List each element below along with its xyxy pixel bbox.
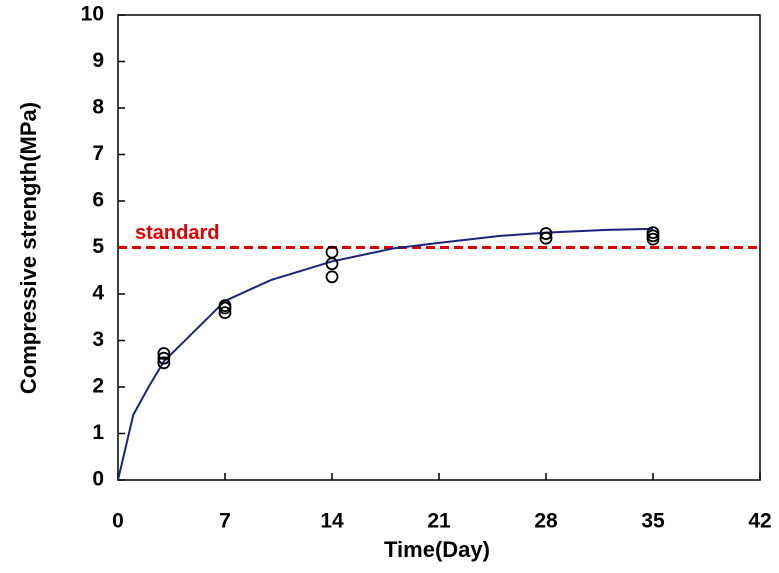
fit-curve <box>117 227 654 481</box>
y-tick-label: 9 <box>92 49 104 72</box>
data-point <box>539 227 553 240</box>
data-point <box>646 232 660 246</box>
y-tick-label: 4 <box>92 282 104 305</box>
x-tick-label: 7 <box>219 510 231 533</box>
reference-label: standard <box>135 222 219 244</box>
y-tick-label: 5 <box>92 235 104 258</box>
x-tick-label: 0 <box>112 510 124 533</box>
x-tick-label: 14 <box>320 510 344 533</box>
data-point <box>539 231 553 245</box>
y-tick-label: 3 <box>92 328 104 351</box>
y-tick-label: 1 <box>92 421 104 444</box>
y-tick-label: 0 <box>92 468 104 491</box>
x-tick-label: 35 <box>641 510 665 533</box>
data-point <box>157 351 171 365</box>
y-tick-label: 8 <box>92 96 104 119</box>
y-tick-label: 10 <box>81 3 104 26</box>
data-point <box>325 257 339 271</box>
data-point <box>218 301 232 315</box>
x-tick-label: 42 <box>748 510 771 533</box>
y-tick-label: 7 <box>92 142 104 165</box>
data-point <box>325 270 339 284</box>
x-tick-label: 28 <box>534 510 558 533</box>
data-point <box>157 356 171 370</box>
x-axis-label: Time(Day) <box>384 537 490 562</box>
data-point <box>157 347 171 360</box>
y-tick-label: 6 <box>92 189 104 212</box>
y-tick-label: 2 <box>92 375 104 398</box>
data-point <box>218 306 232 320</box>
y-axis-label: Compressive strength(MPa) <box>16 102 41 394</box>
x-tick-label: 21 <box>427 510 451 533</box>
plot-frame <box>117 14 761 481</box>
